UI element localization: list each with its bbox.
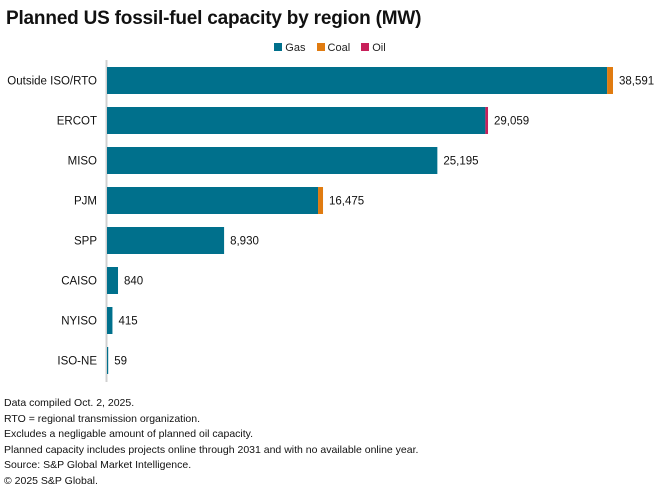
category-label-caiso: CAISO bbox=[61, 276, 97, 288]
legend-label-coal: Coal bbox=[327, 42, 351, 54]
legend-item-gas: Gas bbox=[274, 42, 305, 54]
bar-chart: Outside ISO/RTO 38,591 ERCOT 29,059 MISO 25,1… bbox=[7, 60, 654, 382]
data-label-iso-ne: 59 bbox=[114, 356, 127, 368]
data-label-caiso: 840 bbox=[124, 276, 143, 288]
legend-item-coal: Coal bbox=[316, 42, 351, 54]
bar-gas-miso bbox=[107, 147, 438, 174]
bar-gas-spp bbox=[107, 227, 225, 254]
data-label-miso: 25,195 bbox=[443, 156, 478, 168]
legend-swatch-coal bbox=[316, 43, 325, 51]
category-label-outside-iso-rto: Outside ISO/RTO bbox=[7, 76, 97, 88]
footnote: Data compiled Oct. 2, 2025. bbox=[4, 397, 135, 409]
legend-swatch-gas bbox=[274, 43, 283, 51]
legend-label-gas: Gas bbox=[285, 42, 306, 54]
bar-gas-nyiso bbox=[107, 307, 113, 334]
bar-coal-pjm bbox=[318, 187, 324, 214]
category-label-ercot: ERCOT bbox=[57, 116, 97, 128]
data-label-outside-iso-rto: 38,591 bbox=[619, 76, 654, 88]
legend-item-oil: Oil bbox=[361, 42, 386, 54]
category-label-pjm: PJM bbox=[74, 196, 97, 208]
bar-coal-outside-iso-rto bbox=[607, 67, 613, 94]
data-label-nyiso: 415 bbox=[118, 316, 137, 328]
category-label-nyiso: NYISO bbox=[61, 316, 97, 328]
bar-gas-iso-ne bbox=[107, 347, 109, 374]
legend-swatch-oil bbox=[361, 43, 370, 51]
footnote: Source: S&P Global Market Intelligence. bbox=[4, 459, 192, 471]
bar-gas-pjm bbox=[107, 187, 319, 214]
bar-gas-ercot bbox=[107, 107, 486, 134]
bar-gas-caiso bbox=[107, 267, 119, 294]
footnote: Planned capacity includes projects onlin… bbox=[4, 443, 419, 456]
legend-label-oil: Oil bbox=[372, 42, 386, 54]
footnote: Excludes a negligable amount of planned … bbox=[4, 428, 254, 440]
chart-title: Planned US fossil-fuel capacity by regio… bbox=[6, 8, 422, 29]
footnotes: Data compiled Oct. 2, 2025. RTO = region… bbox=[4, 396, 418, 489]
data-label-ercot: 29,059 bbox=[494, 116, 529, 128]
category-label-iso-ne: ISO-NE bbox=[57, 356, 97, 368]
footnote: © 2025 S&P Global. bbox=[4, 474, 98, 487]
data-label-spp: 8,930 bbox=[230, 236, 259, 248]
bar-gas-outside-iso-rto bbox=[107, 67, 608, 94]
category-label-spp: SPP bbox=[74, 236, 97, 248]
bar-oil-ercot bbox=[485, 107, 489, 134]
data-label-pjm: 16,475 bbox=[329, 196, 364, 208]
category-label-miso: MISO bbox=[68, 156, 97, 168]
legend: Gas Coal Oil bbox=[0, 42, 660, 54]
footnote: RTO = regional transmission organization… bbox=[4, 412, 201, 425]
